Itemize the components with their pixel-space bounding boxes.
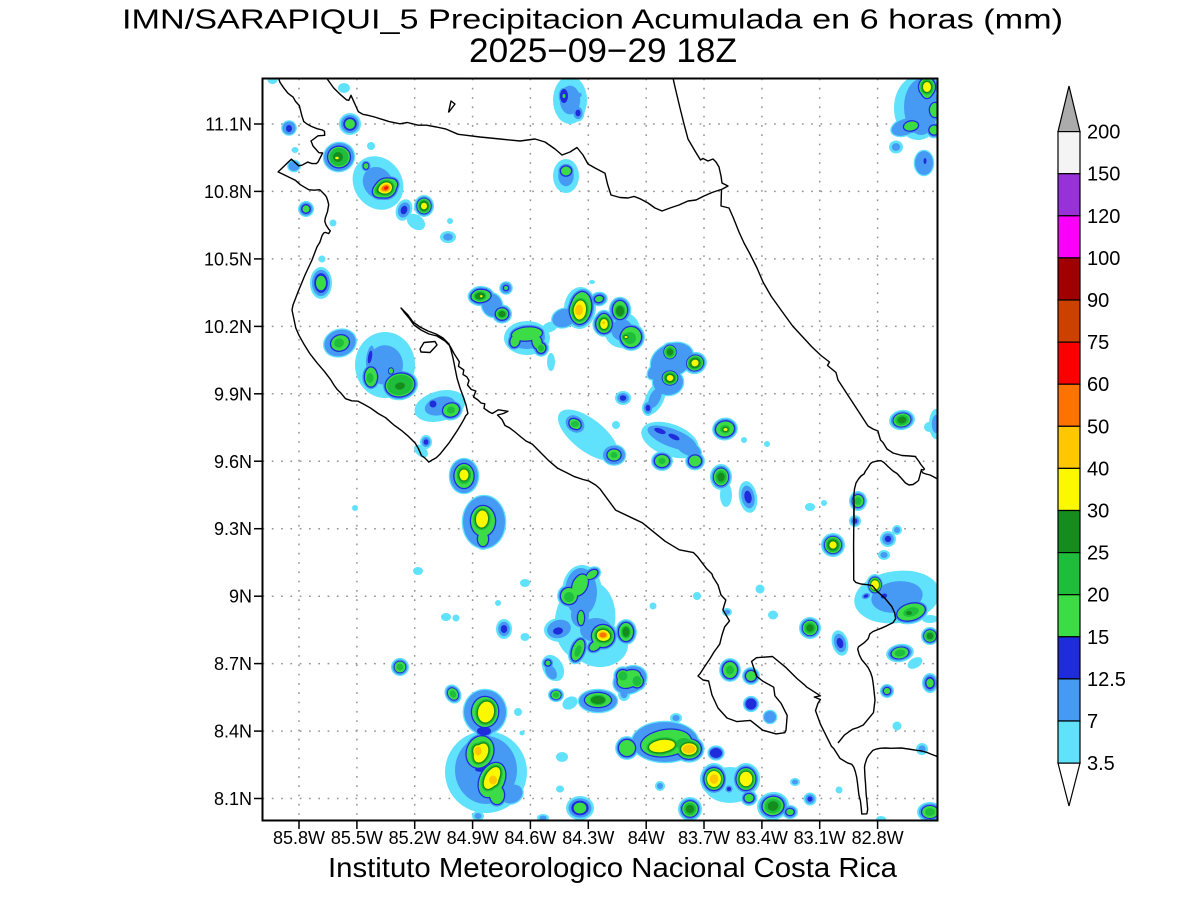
svg-text:15: 15	[1087, 627, 1109, 649]
svg-text:82.8W: 82.8W	[852, 828, 904, 848]
svg-text:85.5W: 85.5W	[331, 828, 383, 848]
svg-text:100: 100	[1087, 248, 1120, 270]
svg-text:10.5N: 10.5N	[204, 249, 252, 269]
svg-text:120: 120	[1087, 206, 1120, 228]
svg-text:3.5: 3.5	[1087, 753, 1115, 775]
svg-text:40: 40	[1087, 458, 1109, 480]
svg-text:150: 150	[1087, 164, 1120, 186]
svg-text:84.9W: 84.9W	[447, 828, 499, 848]
svg-text:10.8N: 10.8N	[204, 182, 252, 202]
svg-text:IMN/SARAPIQUI_5 Precipitacion: IMN/SARAPIQUI_5 Precipitacion Acumulada …	[122, 4, 1063, 35]
svg-text:90: 90	[1087, 290, 1109, 312]
svg-text:83.7W: 83.7W	[678, 828, 730, 848]
svg-text:9.6N: 9.6N	[214, 452, 252, 472]
svg-text:85.2W: 85.2W	[389, 828, 441, 848]
svg-text:8.1N: 8.1N	[214, 789, 252, 809]
svg-text:84.6W: 84.6W	[504, 828, 556, 848]
svg-text:30: 30	[1087, 501, 1109, 523]
svg-text:7: 7	[1087, 711, 1098, 733]
svg-text:10.2N: 10.2N	[204, 317, 252, 337]
svg-text:50: 50	[1087, 416, 1109, 438]
svg-text:11.1N: 11.1N	[205, 115, 252, 135]
svg-text:9.9N: 9.9N	[214, 384, 252, 404]
svg-text:85.8W: 85.8W	[273, 828, 325, 848]
svg-text:Instituto Meteorologico Nacion: Instituto Meteorologico Nacional Costa R…	[328, 852, 897, 883]
svg-text:9.3N: 9.3N	[214, 519, 252, 539]
svg-text:8.4N: 8.4N	[214, 722, 252, 742]
svg-text:83.4W: 83.4W	[736, 828, 788, 848]
svg-text:60: 60	[1087, 374, 1109, 396]
svg-text:2025−09−29 18Z: 2025−09−29 18Z	[469, 32, 737, 70]
svg-text:200: 200	[1087, 122, 1120, 144]
svg-text:9N: 9N	[229, 587, 252, 607]
svg-text:12.5: 12.5	[1087, 669, 1126, 691]
svg-text:8.7N: 8.7N	[214, 654, 252, 674]
svg-text:83.1W: 83.1W	[794, 828, 846, 848]
svg-text:84W: 84W	[628, 828, 665, 848]
svg-text:84.3W: 84.3W	[562, 828, 614, 848]
svg-text:75: 75	[1087, 332, 1109, 354]
svg-text:20: 20	[1087, 585, 1109, 607]
svg-text:25: 25	[1087, 543, 1109, 565]
